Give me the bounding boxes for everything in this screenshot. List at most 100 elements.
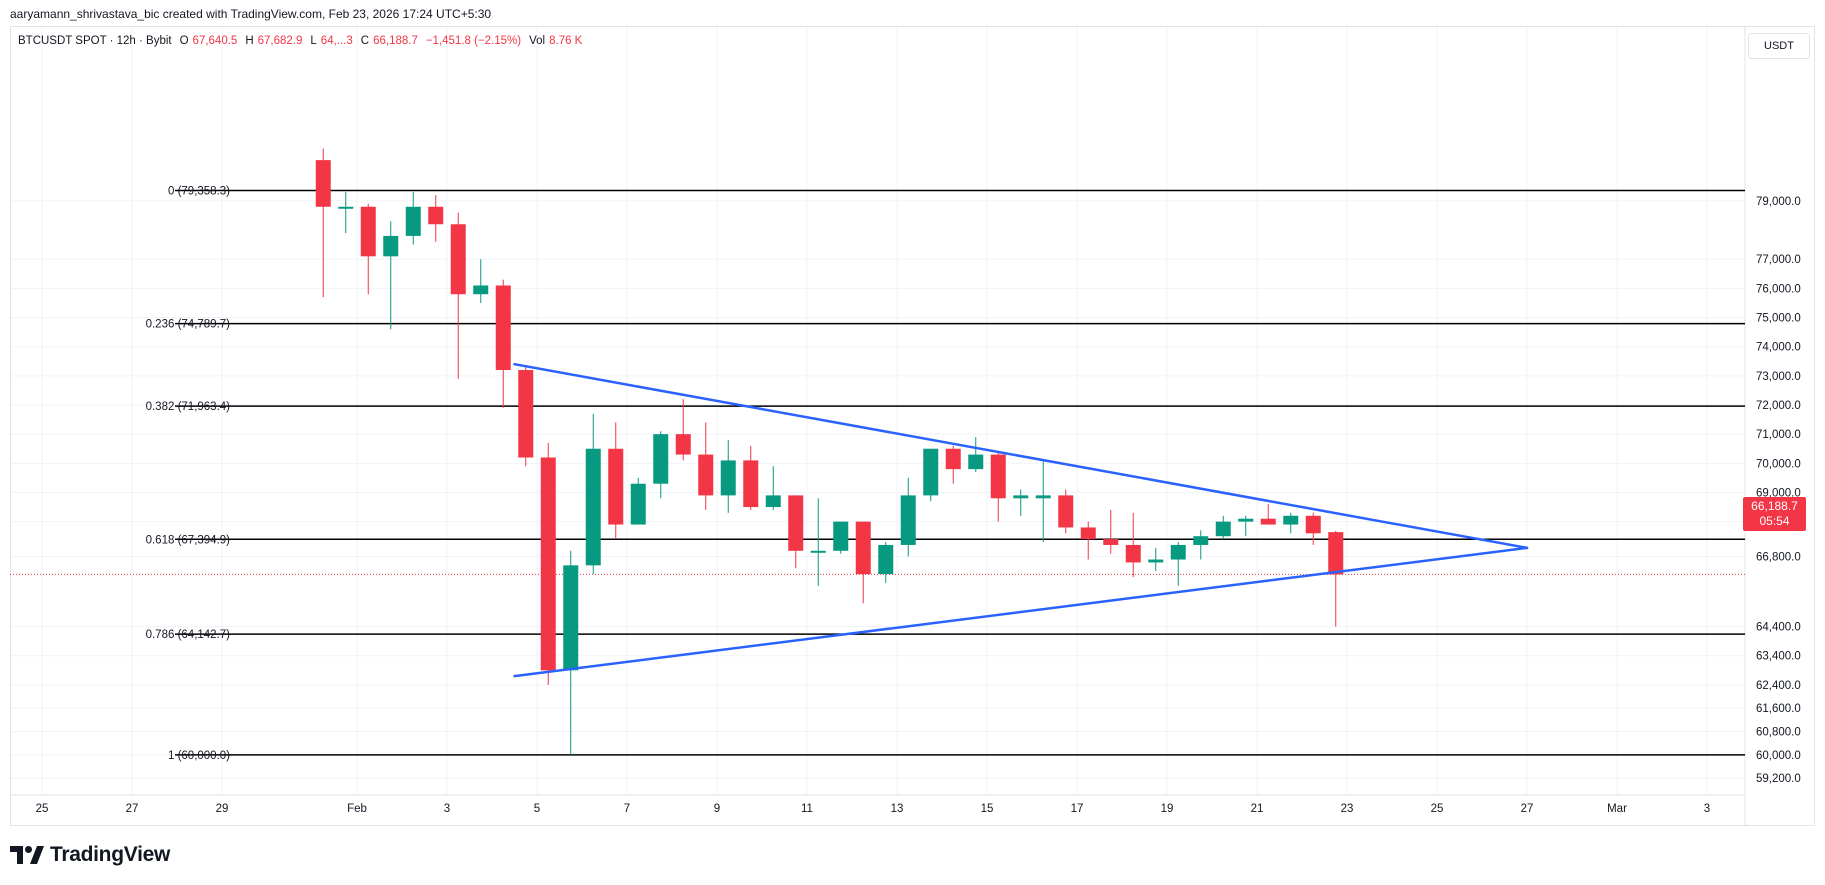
x-tick-label: 21: [1251, 803, 1264, 815]
candle-body-up: [1215, 521, 1231, 537]
fib-level-label: 0.236 (74,789.7): [146, 319, 231, 331]
x-tick-label: 27: [126, 803, 139, 815]
candle-body-up: [653, 434, 669, 484]
y-tick-label: 75,000.0: [1756, 313, 1801, 325]
candle-body-down: [990, 454, 1006, 499]
candle-body-up: [1238, 518, 1254, 522]
legend-vol-label: Vol: [529, 35, 546, 47]
y-tick-label: 69,000.0: [1756, 487, 1801, 499]
legend-change-value: −1,451.8 (−2.15%): [425, 35, 522, 47]
y-tick-label: 63,400.0: [1756, 651, 1801, 663]
legend-open-label: O: [179, 35, 189, 47]
legend-high-value: 67,682.9: [257, 35, 303, 47]
x-tick-label: 19: [1161, 803, 1174, 815]
candle-body-down: [428, 206, 444, 225]
y-tick-label: 73,000.0: [1756, 371, 1801, 383]
y-tick-label: 61,600.0: [1756, 703, 1801, 715]
x-tick-label: 15: [981, 803, 994, 815]
candle-body-down: [675, 434, 691, 455]
x-tick-label: 27: [1521, 803, 1534, 815]
y-tick-label: 76,000.0: [1756, 283, 1801, 295]
candle-body-down: [450, 224, 466, 295]
candle-body-up: [1013, 495, 1029, 499]
triangle-trendline-upper: [513, 362, 1529, 550]
candle-body-up: [1148, 559, 1164, 563]
candle-body-up: [1035, 495, 1051, 499]
x-tick-label: 25: [1431, 803, 1444, 815]
x-tick-label: 25: [36, 803, 49, 815]
tradingview-logo-icon: [10, 846, 44, 864]
x-tick-label: 3: [1704, 803, 1710, 815]
candle-body-up: [900, 495, 916, 545]
candle-body-down: [1058, 495, 1074, 528]
x-tick-label: 11: [801, 803, 813, 815]
tradingview-brand[interactable]: TradingView: [10, 843, 170, 867]
candle-body-up: [563, 565, 579, 671]
currency-button[interactable]: USDT: [1748, 33, 1810, 59]
candle-body-up: [1283, 515, 1299, 525]
candle-body-down: [315, 160, 331, 207]
legend-low-value: 64,...3: [320, 35, 353, 47]
candle-body-down: [608, 448, 624, 525]
y-tick-label: 62,400.0: [1756, 680, 1801, 692]
x-tick-label: 23: [1341, 803, 1354, 815]
candle-body-up: [765, 495, 781, 508]
candle-body-up: [473, 285, 489, 295]
legend-high-label: H: [245, 35, 254, 47]
fib-level-label: 0.618 (67,394.9): [146, 534, 231, 546]
y-tick-label: 59,200.0: [1756, 773, 1801, 785]
candle-body-up: [1170, 544, 1186, 560]
legend-close-label: C: [360, 35, 370, 47]
candle-body-down: [743, 460, 759, 508]
candle-body-down: [855, 521, 871, 575]
candle-body-down: [788, 495, 804, 551]
y-tick-label: 66,800.0: [1756, 552, 1801, 564]
legend-open-value: 67,640.5: [192, 35, 238, 47]
candle-body-down: [945, 448, 961, 470]
x-tick-label: 9: [714, 803, 720, 815]
x-tick-label: 7: [624, 803, 630, 815]
candle-body-down: [1080, 527, 1096, 540]
y-tick-label: 70,000.0: [1756, 458, 1801, 470]
candle-body-down: [540, 457, 556, 671]
x-tick-label: Feb: [347, 803, 367, 815]
candle-body-down: [495, 285, 511, 371]
candle-body-up: [720, 460, 736, 496]
chart-credit: aaryamann_shrivastava_bic created with T…: [10, 7, 492, 21]
y-tick-label: 60,800.0: [1756, 727, 1801, 739]
candle-body-up: [585, 448, 601, 566]
candle-body-up: [923, 448, 939, 496]
x-tick-label: Mar: [1607, 803, 1627, 815]
fib-level-label: 1 (60,000.0): [168, 750, 230, 762]
candle-body-down: [1103, 539, 1119, 545]
candle-body-down: [1260, 518, 1276, 525]
x-tick-label: 29: [216, 803, 229, 815]
candle-body-down: [1125, 544, 1141, 563]
candle-body-up: [405, 206, 421, 236]
legend-low-label: L: [310, 35, 317, 47]
y-tick-label: 79,000.0: [1756, 196, 1801, 208]
y-tick-label: 74,000.0: [1756, 342, 1801, 354]
brand-name: TradingView: [50, 843, 171, 866]
symbol-legend: BTCUSDT SPOT · 12h · Bybit O 67,640.5 H 67…: [18, 35, 586, 47]
candle-body-down: [360, 206, 376, 257]
legend-symbol[interactable]: BTCUSDT SPOT · 12h · Bybit: [18, 35, 172, 47]
candle-body-down: [698, 454, 714, 496]
x-tick-label: 5: [534, 803, 540, 815]
last-price-tag: 66,188.7 05:54: [1743, 497, 1806, 531]
y-tick-label: 72,000.0: [1756, 400, 1801, 412]
y-tick-label: 71,000.0: [1756, 429, 1801, 441]
candle-body-up: [338, 206, 354, 209]
candle-body-up: [878, 544, 894, 575]
triangle-trendline-lower: [513, 546, 1529, 678]
y-tick-label: 64,400.0: [1756, 622, 1801, 634]
candle-body-down: [1305, 515, 1321, 534]
candle-body-up: [968, 454, 984, 470]
x-tick-label: 3: [444, 803, 450, 815]
candle-body-down: [1328, 532, 1344, 575]
candle-body-up: [810, 550, 826, 553]
candle-body-up: [383, 235, 399, 257]
candle-body-up: [1193, 536, 1209, 545]
y-tick-label: 77,000.0: [1756, 254, 1801, 266]
